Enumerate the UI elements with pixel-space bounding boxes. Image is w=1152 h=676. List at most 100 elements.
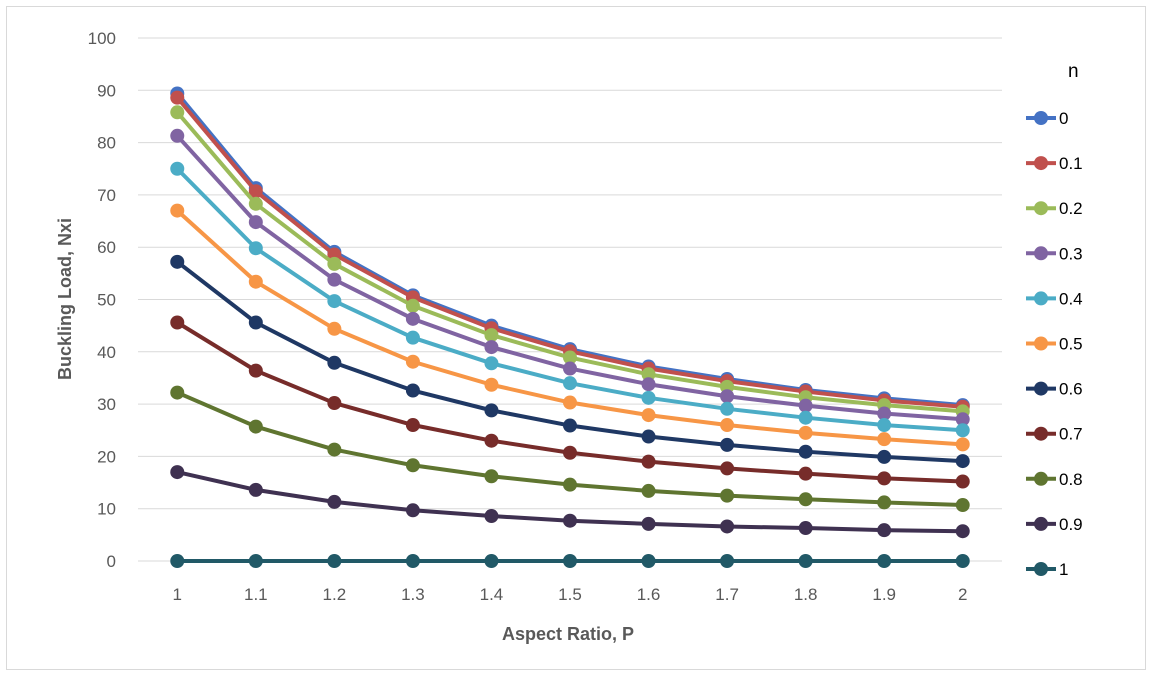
data-point <box>563 361 577 376</box>
data-point <box>170 385 185 400</box>
series-group <box>170 86 970 568</box>
data-point <box>327 321 342 336</box>
y-tick-label: 0 <box>107 552 116 571</box>
data-point <box>720 519 735 534</box>
data-point <box>641 377 656 392</box>
x-axis-ticks: 1 1.1 1.2 1.3 1.4 1.5 1.6 1.7 1.8 1.9 2 <box>173 585 968 604</box>
data-point <box>170 315 185 330</box>
y-tick-label: 50 <box>97 291 116 310</box>
x-tick-label: 1 <box>173 585 182 604</box>
y-tick-label: 10 <box>97 500 116 519</box>
data-point <box>248 241 263 256</box>
data-point <box>327 355 342 370</box>
data-point <box>798 554 813 568</box>
data-point <box>170 128 185 143</box>
legend-swatch-marker <box>1034 426 1048 441</box>
y-axis-ticks: 0 10 20 30 40 50 60 70 80 90 100 <box>88 29 116 571</box>
data-point <box>877 554 892 568</box>
data-point <box>405 298 420 313</box>
data-point <box>170 105 185 120</box>
data-point <box>720 437 735 452</box>
data-point <box>720 461 735 476</box>
data-point <box>484 554 499 568</box>
x-tick-label: 1.9 <box>872 585 896 604</box>
y-axis-title: Buckling Load, Nxi <box>55 218 75 380</box>
data-point <box>484 509 499 524</box>
data-point <box>405 311 420 326</box>
data-point <box>563 418 577 433</box>
legend-item: 1 <box>1026 560 1068 579</box>
data-point <box>955 412 970 427</box>
legend-label: 0.1 <box>1059 154 1083 173</box>
data-point <box>641 367 656 382</box>
data-point <box>641 554 656 568</box>
data-point <box>405 354 420 369</box>
data-point <box>877 406 892 421</box>
data-point <box>248 554 263 568</box>
x-tick-label: 2 <box>958 585 967 604</box>
series-0-6 <box>170 254 970 469</box>
data-point <box>720 488 735 503</box>
data-point <box>327 396 342 411</box>
data-point <box>955 474 970 489</box>
data-point <box>484 433 499 448</box>
x-tick-label: 1.1 <box>244 585 268 604</box>
data-point <box>563 376 577 391</box>
x-tick-label: 1.4 <box>480 585 504 604</box>
data-point <box>248 363 263 378</box>
legend-label: 0.5 <box>1059 335 1083 354</box>
legend-label: 0.9 <box>1059 515 1083 534</box>
data-point <box>484 377 499 392</box>
data-point <box>720 418 735 433</box>
data-point <box>641 483 656 498</box>
data-point <box>405 383 420 398</box>
data-point <box>248 196 263 211</box>
data-point <box>641 516 656 531</box>
legend-label: 0.8 <box>1059 470 1083 489</box>
legend-label: 0.3 <box>1059 244 1083 263</box>
data-point <box>798 444 813 459</box>
legend-swatch-marker <box>1034 562 1048 576</box>
legend-swatch-marker <box>1034 381 1048 396</box>
legend-item: 0.5 <box>1026 335 1083 354</box>
data-point <box>955 454 970 469</box>
data-point <box>563 513 577 528</box>
data-point <box>248 184 263 199</box>
data-point <box>327 256 342 271</box>
legend-item: 0.6 <box>1026 380 1083 399</box>
data-point <box>405 503 420 518</box>
legend-swatch-marker <box>1034 291 1048 306</box>
y-tick-label: 40 <box>97 343 116 362</box>
data-point <box>405 418 420 433</box>
data-point <box>327 442 342 457</box>
legend-label: 0.4 <box>1059 289 1083 308</box>
data-point <box>798 492 813 507</box>
data-point <box>248 315 263 330</box>
legend-item: 0.9 <box>1026 515 1083 534</box>
legend-label: 0.2 <box>1059 199 1083 218</box>
legend-item: 0.1 <box>1026 154 1083 173</box>
legend-label: 0 <box>1059 109 1068 128</box>
data-point <box>563 554 577 568</box>
legend-item: 0.2 <box>1026 199 1083 218</box>
legend-item: 0 <box>1026 109 1068 128</box>
data-point <box>170 465 185 480</box>
data-point <box>248 482 263 497</box>
data-point <box>405 330 420 345</box>
x-tick-label: 1.6 <box>637 585 661 604</box>
data-point <box>327 272 342 287</box>
series-0-3 <box>170 128 970 427</box>
data-point <box>798 425 813 440</box>
data-point <box>877 495 892 510</box>
data-point <box>484 328 499 343</box>
legend-swatch-marker <box>1034 471 1048 486</box>
data-point <box>720 389 735 404</box>
series-0-7 <box>170 315 970 489</box>
data-point <box>405 554 420 568</box>
series-0-5 <box>170 203 970 452</box>
data-point <box>248 419 263 434</box>
data-point <box>484 340 499 355</box>
y-tick-label: 80 <box>97 134 116 153</box>
legend-swatch-marker <box>1034 336 1048 351</box>
data-point <box>563 350 577 365</box>
